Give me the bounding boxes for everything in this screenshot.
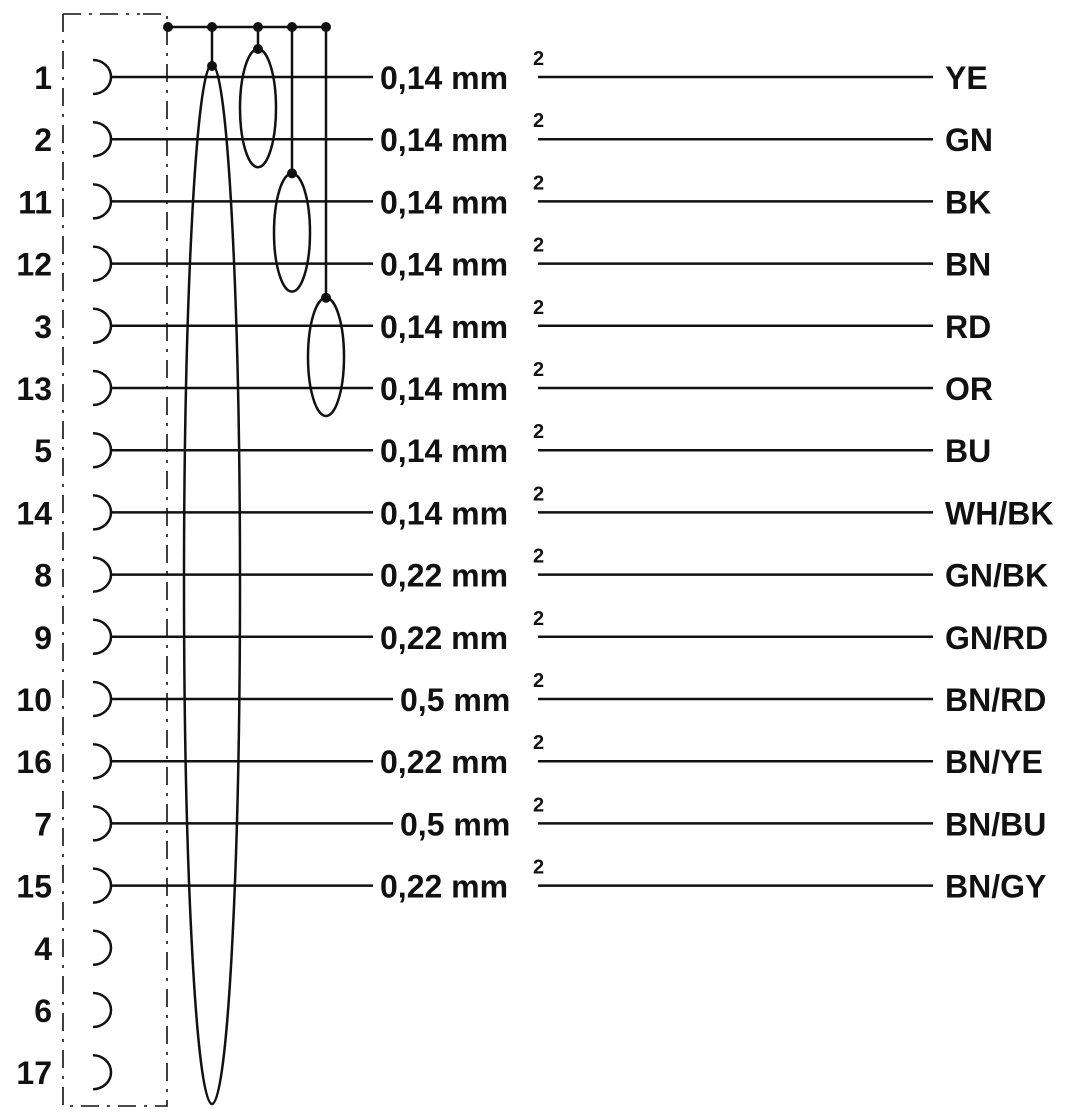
pin-number-label: 16	[16, 744, 52, 780]
pin-number-label: 6	[34, 993, 52, 1029]
pin-number-label: 5	[34, 433, 52, 469]
cross-section-superscript: 2	[533, 794, 544, 816]
socket-contact-icon	[92, 805, 113, 842]
bus-junction-dot	[253, 22, 263, 32]
cross-section-superscript: 2	[533, 359, 544, 381]
socket-contact-icon	[92, 369, 113, 407]
wire-color-label: GN/RD	[945, 620, 1048, 656]
socket-contact-icon	[92, 58, 113, 96]
cross-section-superscript: 2	[533, 857, 544, 879]
wire-color-label: RD	[945, 309, 991, 345]
socket-contact-icon	[92, 680, 113, 718]
cross-section-label: 0,14 mm	[380, 122, 508, 158]
cross-section-label: 0,14 mm	[380, 309, 508, 345]
socket-contact-icon	[92, 183, 113, 220]
wire-color-label: GN	[945, 122, 993, 158]
wire-color-label: BN	[945, 247, 991, 283]
pin-number-label: 8	[34, 558, 52, 594]
bus-junction-dot	[163, 22, 173, 32]
cross-section-label: 0,5 mm	[400, 682, 510, 718]
cross-section-superscript: 2	[533, 235, 544, 257]
pair-shield-ellipse	[272, 172, 312, 293]
wire-color-label: BN/YE	[945, 744, 1043, 780]
pin-number-label: 9	[34, 620, 52, 656]
cross-section-label: 0,14 mm	[380, 247, 508, 283]
cross-section-label: 0,22 mm	[380, 869, 508, 905]
cross-section-superscript: 2	[533, 421, 544, 443]
wire-color-label: GN/BK	[945, 558, 1048, 594]
pin-number-label: 1	[34, 60, 52, 96]
overall-shield-ellipse	[182, 62, 242, 1106]
socket-contact-icon	[92, 307, 113, 345]
socket-contact-icon	[92, 556, 113, 593]
pin-number-label: 7	[34, 806, 52, 842]
cross-section-superscript: 2	[533, 670, 544, 692]
pin-number-label: 11	[18, 184, 52, 220]
pin-number-label: 17	[16, 1055, 52, 1091]
cross-section-superscript: 2	[533, 546, 544, 568]
cross-section-label: 0,14 mm	[380, 60, 508, 96]
pair-shield-ellipse	[238, 47, 278, 169]
cross-section-label: 0,14 mm	[380, 184, 508, 220]
socket-contact-icon	[92, 494, 113, 531]
wire-color-label: OR	[945, 371, 993, 407]
socket-contact-icon	[92, 1053, 113, 1091]
pin-number-label: 14	[16, 495, 52, 531]
wire-color-label: BN/RD	[945, 682, 1046, 718]
cross-section-label: 0,5 mm	[400, 806, 510, 842]
bus-junction-dot	[321, 22, 331, 32]
cross-section-label: 0,14 mm	[380, 371, 508, 407]
cross-section-label: 0,14 mm	[380, 433, 508, 469]
socket-contact-icon	[92, 742, 113, 780]
socket-contact-icon	[92, 431, 113, 469]
overall-shield-junction-dot	[207, 61, 217, 71]
bus-junction-dot	[207, 22, 217, 32]
cross-section-superscript: 2	[533, 483, 544, 505]
cross-section-superscript: 2	[533, 172, 544, 194]
pin-number-label: 15	[16, 869, 52, 905]
socket-contact-icon	[92, 245, 113, 282]
bus-junction-dot	[287, 22, 297, 32]
wire-color-label: WH/BK	[945, 495, 1053, 531]
pair-drain-junction-dot	[253, 44, 263, 54]
socket-contact-icon	[92, 618, 113, 656]
wire-color-label: BN/GY	[945, 869, 1046, 905]
cross-section-superscript: 2	[533, 608, 544, 630]
socket-contact-icon	[92, 991, 113, 1029]
wire-color-label: BN/BU	[945, 806, 1046, 842]
pin-number-label: 13	[16, 371, 52, 407]
wire-color-label: YE	[945, 60, 988, 96]
pair-drain-junction-dot	[321, 292, 331, 303]
wire-color-label: BK	[945, 184, 991, 220]
socket-contact-icon	[92, 867, 113, 904]
pair-shield-ellipse	[306, 296, 346, 418]
cross-section-superscript: 2	[533, 110, 544, 132]
pin-number-label: 10	[16, 682, 52, 718]
wire-color-label: BU	[945, 433, 991, 469]
cross-section-superscript: 2	[533, 732, 544, 754]
pin-number-label: 12	[16, 247, 52, 283]
cross-section-label: 0,22 mm	[380, 620, 508, 656]
socket-contact-icon	[92, 120, 113, 158]
socket-contact-icon	[92, 929, 113, 967]
pin-number-label: 2	[34, 122, 52, 158]
pair-drain-junction-dot	[287, 168, 297, 179]
pin-number-label: 4	[34, 931, 52, 967]
cross-section-superscript: 2	[533, 297, 544, 319]
pin-number-label: 3	[34, 309, 52, 345]
cross-section-superscript: 2	[533, 48, 544, 70]
cross-section-label: 0,14 mm	[380, 495, 508, 531]
cross-section-label: 0,22 mm	[380, 744, 508, 780]
connector-housing-outline	[62, 13, 168, 1107]
cross-section-label: 0,22 mm	[380, 558, 508, 594]
